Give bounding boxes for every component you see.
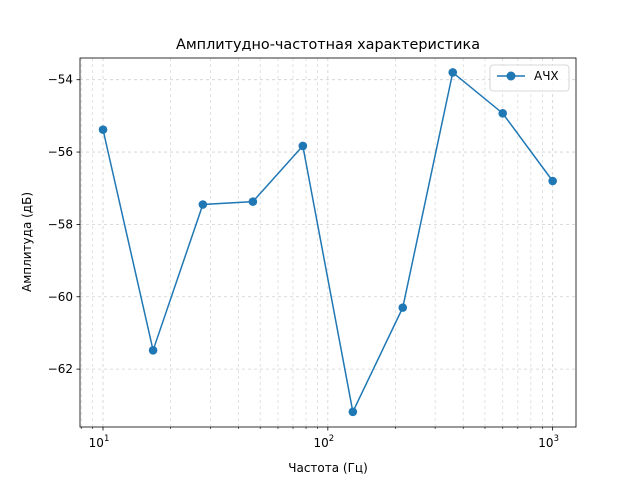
legend-label: АЧХ bbox=[534, 69, 559, 83]
y-axis-label: Амплитуда (дБ) bbox=[20, 192, 34, 292]
x-tick-exponent: 1 bbox=[104, 434, 109, 444]
data-point bbox=[448, 68, 458, 77]
grid-lines bbox=[80, 58, 576, 427]
x-axis-label: Частота (Гц) bbox=[288, 461, 368, 475]
y-tick-label: −54 bbox=[48, 73, 73, 87]
data-point bbox=[548, 176, 557, 186]
y-tick-label: −56 bbox=[48, 145, 73, 159]
y-tick-label: −62 bbox=[48, 362, 73, 376]
chart-title: Амплитудно-частотная характеристика bbox=[176, 37, 480, 53]
y-axis-ticks: −54 −56 −58 −60 −62 bbox=[48, 73, 80, 376]
series-markers bbox=[98, 68, 557, 417]
y-tick-label: −58 bbox=[48, 217, 73, 231]
legend-box bbox=[489, 64, 570, 92]
legend-marker-sample bbox=[506, 71, 516, 81]
data-point bbox=[248, 197, 258, 206]
data-point bbox=[398, 303, 408, 312]
x-tick-exponent: 2 bbox=[329, 434, 334, 444]
x-tick-label: 101 bbox=[89, 434, 110, 450]
data-point bbox=[298, 141, 308, 151]
data-point bbox=[148, 346, 158, 355]
x-tick-exponent: 3 bbox=[554, 434, 559, 444]
legend: АЧХ bbox=[489, 64, 570, 92]
data-point bbox=[98, 125, 108, 134]
y-tick-label: −60 bbox=[48, 290, 73, 304]
data-point bbox=[498, 109, 508, 118]
data-point bbox=[348, 407, 358, 417]
series-line-layer bbox=[102, 71, 554, 415]
series-line bbox=[102, 71, 554, 415]
data-point bbox=[198, 200, 208, 209]
x-tick-label: 102 bbox=[313, 434, 334, 450]
x-tick-label: 103 bbox=[538, 434, 559, 450]
x-axis-ticks: 101 102 103 bbox=[80, 427, 559, 450]
